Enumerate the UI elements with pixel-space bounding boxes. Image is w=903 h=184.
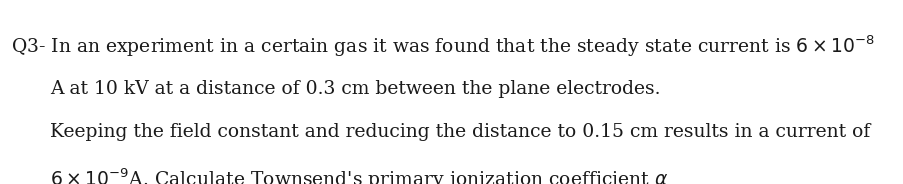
Text: $6 \times 10^{-9}$A. Calculate Townsend's primary ionization coefficient $\alpha: $6 \times 10^{-9}$A. Calculate Townsend'… [50,167,667,184]
Text: A at 10 kV at a distance of 0.3 cm between the plane electrodes.: A at 10 kV at a distance of 0.3 cm betwe… [50,80,659,98]
Text: Keeping the field constant and reducing the distance to 0.15 cm results in a cur: Keeping the field constant and reducing … [50,123,869,141]
Text: Q3- In an experiment in a certain gas it was found that the steady state current: Q3- In an experiment in a certain gas it… [11,33,874,59]
